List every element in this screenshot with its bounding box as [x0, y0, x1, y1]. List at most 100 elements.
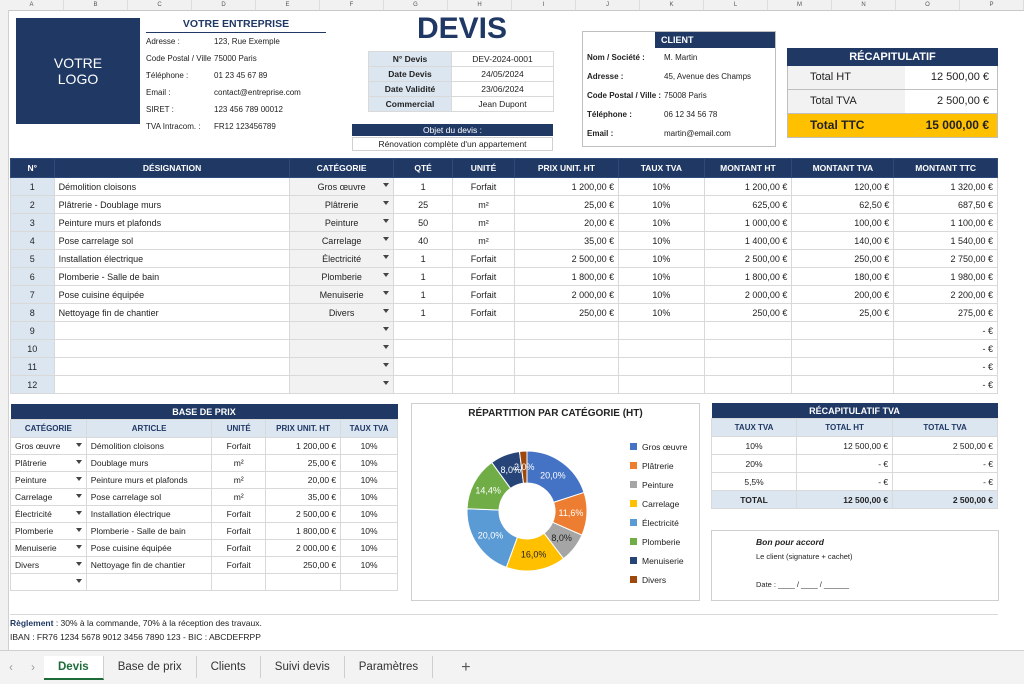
line-cat-cell[interactable] [289, 375, 394, 394]
base-tva-cell[interactable]: 10% [340, 437, 398, 455]
line-qte-cell[interactable] [392, 357, 454, 376]
line-n-cell[interactable]: 6 [10, 267, 55, 286]
base-art-cell[interactable] [85, 573, 213, 591]
line-tva-cell[interactable]: 10% [618, 267, 705, 286]
column-letter[interactable]: C [128, 0, 192, 10]
line-n-cell[interactable]: 10 [10, 339, 55, 358]
base-unite-cell[interactable]: m² [211, 471, 266, 489]
objet-value[interactable]: Rénovation complète d'un appartement [352, 137, 553, 151]
line-tva-cell[interactable]: 10% [618, 249, 705, 268]
line-pu-cell[interactable]: 2 000,00 € [513, 285, 620, 304]
line-qte-cell[interactable]: 1 [392, 303, 454, 322]
sheet-tab-4[interactable]: Paramètres [345, 655, 434, 678]
base-cat-cell[interactable]: Plâtrerie [10, 454, 87, 472]
base-pu-cell[interactable]: 1 800,00 € [264, 522, 342, 540]
line-cat-cell[interactable]: Plomberie [289, 267, 394, 286]
column-letter[interactable]: H [448, 0, 512, 10]
line-qte-cell[interactable]: 50 [392, 213, 454, 232]
line-tva-cell[interactable] [618, 357, 705, 376]
line-tva-cell[interactable]: 10% [618, 303, 705, 322]
line-des-cell[interactable] [53, 321, 291, 340]
line-pu-cell[interactable]: 250,00 € [513, 303, 620, 322]
client-value[interactable]: martin@email.com [664, 129, 731, 138]
line-qte-cell[interactable]: 1 [392, 249, 454, 268]
line-unite-cell[interactable]: m² [452, 195, 515, 214]
line-ht-cell[interactable] [703, 357, 793, 376]
base-tva-cell[interactable]: 10% [340, 471, 398, 489]
line-mtva-cell[interactable]: 180,00 € [791, 267, 895, 286]
line-qte-cell[interactable]: 1 [392, 267, 454, 286]
line-ttc-cell[interactable]: 2 750,00 € [893, 249, 998, 268]
column-letter[interactable]: G [384, 0, 448, 10]
line-cat-cell[interactable]: Électricité [289, 249, 394, 268]
base-art-cell[interactable]: Peinture murs et plafonds [85, 471, 213, 489]
dropdown-arrow-icon[interactable] [382, 363, 389, 367]
line-mtva-cell[interactable]: 62,50 € [791, 195, 895, 214]
dropdown-arrow-icon[interactable] [382, 273, 389, 277]
column-letter[interactable]: P [960, 0, 1024, 10]
line-ttc-cell[interactable]: - € [893, 357, 998, 376]
line-n-cell[interactable]: 4 [10, 231, 55, 250]
line-cat-cell[interactable]: Menuiserie [289, 285, 394, 304]
client-value[interactable]: M. Martin [664, 53, 698, 62]
line-cat-cell[interactable]: Plâtrerie [289, 195, 394, 214]
add-sheet-icon[interactable]: + [461, 658, 471, 676]
line-ht-cell[interactable]: 1 200,00 € [703, 177, 793, 196]
line-n-cell[interactable]: 7 [10, 285, 55, 304]
dropdown-arrow-icon[interactable] [75, 528, 82, 532]
base-pu-cell[interactable]: 20,00 € [264, 471, 342, 489]
sheet-tab-1[interactable]: Base de prix [104, 655, 197, 678]
sheet-tab-0[interactable]: Devis [44, 655, 104, 680]
line-qte-cell[interactable]: 25 [392, 195, 454, 214]
dropdown-arrow-icon[interactable] [75, 545, 82, 549]
base-unite-cell[interactable]: Forfait [211, 522, 266, 540]
column-letter[interactable]: B [64, 0, 128, 10]
column-letter[interactable]: I [512, 0, 576, 10]
line-des-cell[interactable]: Démolition cloisons [53, 177, 291, 196]
base-unite-cell[interactable]: Forfait [211, 539, 266, 557]
base-art-cell[interactable]: Pose cuisine équipée [85, 539, 213, 557]
line-pu-cell[interactable] [513, 357, 620, 376]
client-value[interactable]: 75008 Paris [664, 91, 707, 100]
devis-value[interactable]: DEV-2024-0001 [451, 51, 554, 67]
dropdown-arrow-icon[interactable] [382, 327, 389, 331]
line-unite-cell[interactable]: Forfait [452, 285, 515, 304]
line-pu-cell[interactable]: 2 500,00 € [513, 249, 620, 268]
column-letter[interactable]: A [0, 0, 64, 10]
line-qte-cell[interactable]: 40 [392, 231, 454, 250]
line-unite-cell[interactable]: m² [452, 213, 515, 232]
base-pu-cell[interactable]: 250,00 € [264, 556, 342, 574]
dropdown-arrow-icon[interactable] [382, 291, 389, 295]
line-qte-cell[interactable] [392, 339, 454, 358]
base-unite-cell[interactable]: Forfait [211, 505, 266, 523]
line-tva-cell[interactable] [618, 339, 705, 358]
base-unite-cell[interactable]: Forfait [211, 437, 266, 455]
line-ht-cell[interactable]: 1 800,00 € [703, 267, 793, 286]
base-pu-cell[interactable]: 2 500,00 € [264, 505, 342, 523]
line-n-cell[interactable]: 8 [10, 303, 55, 322]
line-ttc-cell[interactable]: 1 980,00 € [893, 267, 998, 286]
column-letter[interactable]: M [768, 0, 832, 10]
line-des-cell[interactable]: Peinture murs et plafonds [53, 213, 291, 232]
line-ht-cell[interactable]: 2 000,00 € [703, 285, 793, 304]
dropdown-arrow-icon[interactable] [382, 309, 389, 313]
line-cat-cell[interactable]: Peinture [289, 213, 394, 232]
base-pu-cell[interactable]: 35,00 € [264, 488, 342, 506]
line-mtva-cell[interactable]: 200,00 € [791, 285, 895, 304]
line-mtva-cell[interactable]: 250,00 € [791, 249, 895, 268]
dropdown-arrow-icon[interactable] [75, 579, 82, 583]
base-tva-cell[interactable]: 10% [340, 522, 398, 540]
dropdown-arrow-icon[interactable] [75, 460, 82, 464]
line-n-cell[interactable]: 12 [10, 375, 55, 394]
client-value[interactable]: 45, Avenue des Champs [664, 72, 752, 81]
column-letter[interactable]: K [640, 0, 704, 10]
line-tva-cell[interactable] [618, 375, 705, 394]
line-mtva-cell[interactable]: 100,00 € [791, 213, 895, 232]
line-ht-cell[interactable] [703, 375, 793, 394]
base-cat-cell[interactable]: Peinture [10, 471, 87, 489]
line-cat-cell[interactable]: Carrelage [289, 231, 394, 250]
line-tva-cell[interactable]: 10% [618, 285, 705, 304]
column-letter[interactable]: O [896, 0, 960, 10]
column-letter[interactable]: J [576, 0, 640, 10]
line-unite-cell[interactable]: Forfait [452, 177, 515, 196]
